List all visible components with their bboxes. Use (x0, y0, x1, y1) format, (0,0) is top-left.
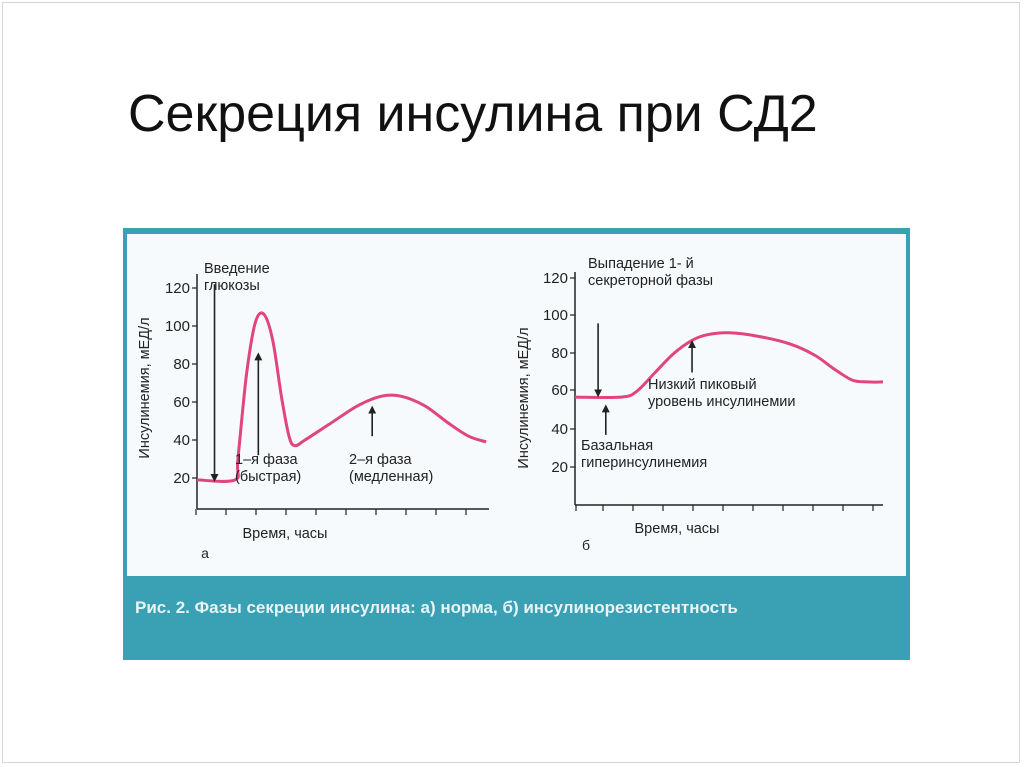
figure-left-border (123, 228, 127, 660)
panel-b-annotation-label: Базальная (581, 438, 653, 454)
panel-a-annotation-label: 2–я фаза (349, 452, 412, 468)
panel-a-annotation-label: (быстрая) (235, 469, 301, 485)
panel-a-letter: а (201, 545, 209, 561)
panel-a-annotation-label: Введение (204, 261, 270, 277)
panel-b-x-axis-label: Время, часы (635, 521, 720, 537)
figure-top-border (123, 228, 910, 234)
panel-a-annotation-label: (медленная) (349, 469, 433, 485)
panel-a-x-axis-label: Время, часы (243, 526, 328, 542)
panel-a-y-axis-label: Инсулинемия, мЕД/л (137, 317, 153, 458)
panel-a-y-tick-label: 60 (173, 394, 190, 411)
panel-b-annotation-label: Низкий пиковый (648, 377, 757, 393)
panel-b-insulin-curve (574, 331, 884, 399)
insulin-charts: 20 40 60 80 100 120 Инсулинемия, мЕД/л Время, ч… (137, 256, 884, 561)
panel-a-insulin-curve (196, 311, 487, 483)
panel-b-y-tick-label: 20 (551, 459, 568, 476)
panel-a-y-tick-label: 20 (173, 470, 190, 487)
panel-b-annotation-label: уровень инсулинемии (648, 394, 796, 410)
panel-b-annotation-label: гиперинсулинемия (581, 455, 707, 471)
panel-b-y-tick-label: 120 (543, 270, 568, 287)
panel-b-letter: б (582, 537, 590, 553)
panel-a-y-tick-label: 40 (173, 432, 190, 449)
panel-b-y-axis-label: Инсулинемия, мЕД/л (516, 327, 532, 468)
caption-band: Рис. 2. Фазы секреции инсулина: а) норма… (123, 576, 910, 660)
figure-right-border (906, 228, 910, 660)
panel-a-y-tick-label: 120 (165, 280, 190, 297)
panel-a-annotation-label: 1–я фаза (235, 452, 298, 468)
slide-title: Секреция инсулина при СД2 (128, 85, 818, 143)
panel-a-annotation-label: глюкозы (204, 278, 260, 294)
panel-b-y-tick-label: 60 (551, 382, 568, 399)
panel-b-y-tick-label: 100 (543, 307, 568, 324)
panel-b-y-tick-label: 80 (551, 345, 568, 362)
panel-b-annotation-label: Выпадение 1- й (588, 256, 694, 272)
panel-a-y-tick-label: 100 (165, 318, 190, 335)
panel-b-annotation-label: секреторной фазы (588, 273, 713, 289)
panel-a-y-tick-label: 80 (173, 356, 190, 373)
panel-b-y-tick-label: 40 (551, 421, 568, 438)
figure: 20 40 60 80 100 120 Инсулинемия, мЕД/л Время, ч… (123, 228, 910, 660)
figure-caption: Рис. 2. Фазы секреции инсулина: а) норма… (135, 598, 738, 617)
